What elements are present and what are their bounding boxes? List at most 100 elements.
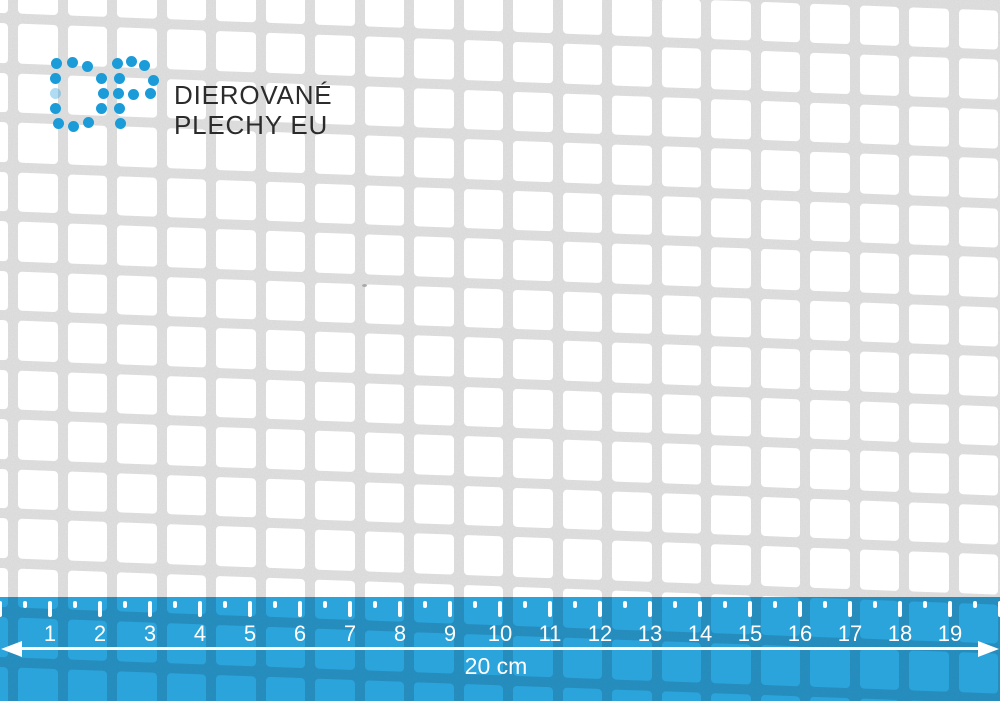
perforation-hole	[463, 237, 503, 279]
perforation-hole	[513, 91, 553, 133]
ruler-number: 3	[143, 621, 157, 646]
logo-dot	[111, 57, 123, 69]
perforation-hole	[315, 232, 355, 274]
perforation-hole	[364, 85, 404, 127]
ruler-number: 18	[887, 621, 913, 646]
perforation-hole	[711, 544, 751, 586]
perforation-hole	[859, 401, 899, 442]
perforation-hole	[958, 503, 998, 545]
perforation-hole	[909, 353, 949, 395]
brand-name-line2: PLECHY EU	[174, 110, 329, 140]
perforation-hole	[166, 0, 206, 21]
perforation-hole	[661, 443, 701, 485]
logo-dot	[49, 87, 61, 99]
perforation-hole	[0, 71, 8, 113]
perforation-hole	[166, 524, 206, 566]
ruler-tick-minor	[973, 601, 977, 608]
perforation-hole	[18, 320, 58, 362]
logo-dot	[112, 87, 124, 99]
perforation-hole	[414, 434, 454, 476]
ruler-tick-minor	[923, 601, 927, 608]
ruler-tick-major	[748, 601, 752, 617]
perforation-hole	[859, 351, 899, 393]
perforation-hole	[0, 516, 8, 558]
perforation-hole	[513, 388, 553, 430]
perforation-hole	[265, 280, 305, 322]
perforation-hole	[661, 195, 701, 237]
perforation-hole	[661, 47, 701, 89]
perforation-hole	[909, 551, 949, 593]
perforation-hole	[810, 250, 850, 292]
perforation-hole	[612, 292, 652, 334]
perforation-hole	[661, 294, 701, 336]
perforation-hole	[216, 179, 256, 221]
perforation-hole	[661, 146, 701, 188]
ruler-tick-major	[148, 601, 152, 617]
ruler-tick-minor	[573, 601, 577, 608]
perforation-hole	[562, 489, 602, 531]
perforation-hole	[760, 100, 800, 142]
perforation-hole	[760, 446, 800, 488]
logo-dot	[125, 55, 137, 67]
ruler-tick-minor	[673, 601, 677, 608]
ruler-tick-major	[498, 601, 502, 617]
perforation-hole	[18, 221, 58, 263]
perforation-hole	[612, 193, 652, 235]
perforation-hole	[18, 122, 58, 164]
logo-dot	[97, 87, 109, 99]
perforation-hole	[661, 492, 701, 534]
logo-dot	[147, 74, 159, 86]
perforation-hole	[859, 450, 899, 492]
ruler-number: 1	[43, 621, 57, 646]
ruler-number: 5	[243, 621, 257, 646]
ruler-number: 4	[193, 621, 207, 646]
perforation-hole	[958, 58, 998, 100]
perforation-hole	[463, 336, 503, 378]
perforation-hole	[562, 241, 602, 283]
perforation-hole	[463, 0, 503, 32]
perforation-hole	[216, 476, 256, 518]
logo-dot	[113, 72, 125, 84]
logo-dot	[113, 102, 125, 114]
perforation-hole	[0, 368, 8, 410]
perforation-hole	[760, 397, 800, 439]
perforation-hole	[364, 283, 404, 325]
perforation-hole	[859, 104, 899, 145]
perforation-hole	[117, 27, 157, 69]
perforation-hole	[315, 0, 355, 26]
perforation-hole	[562, 439, 602, 481]
perforation-hole	[414, 87, 454, 129]
perforation-hole	[265, 230, 305, 272]
perforation-hole	[711, 296, 751, 338]
measuring-ruler: 1 2 3 4 5 6 7 8 9 10 11 12 13 14 15 16 17 18 19 20 cm	[0, 597, 1000, 701]
perforation-hole	[117, 324, 157, 366]
perforation-hole	[216, 228, 256, 270]
perforation-hole	[958, 553, 998, 595]
perforation-hole	[612, 94, 652, 136]
perforation-hole	[661, 0, 701, 39]
perforation-hole	[265, 32, 305, 74]
perforation-hole	[67, 322, 107, 364]
perforation-hole	[414, 0, 454, 30]
perforation-hole	[513, 536, 553, 578]
logo-dot	[138, 59, 150, 71]
perforation-hole	[612, 243, 652, 285]
ruler-tick-major	[198, 601, 202, 617]
ruler-tick-minor	[473, 601, 477, 608]
photo-speck	[362, 284, 367, 287]
perforation-hole	[711, 346, 751, 388]
perforation-hole	[513, 0, 553, 34]
perforation-hole	[612, 540, 652, 582]
perforation-hole	[166, 177, 206, 219]
logo-dot	[144, 87, 156, 99]
perforation-hole	[364, 481, 404, 523]
perforation-hole	[364, 432, 404, 474]
perforation-hole	[909, 303, 949, 345]
ruler-tick-minor	[373, 601, 377, 608]
perforation-hole	[909, 155, 949, 197]
total-width-label: 20 cm	[464, 653, 528, 679]
perforation-hole	[18, 23, 58, 65]
arrow-head-right-icon	[978, 640, 999, 657]
perforation-hole	[711, 49, 751, 91]
